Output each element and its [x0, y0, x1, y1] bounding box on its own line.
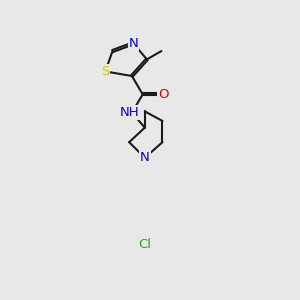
Text: S: S [101, 65, 110, 78]
Text: Cl: Cl [138, 238, 151, 250]
Text: N: N [140, 151, 150, 164]
Text: N: N [128, 37, 138, 50]
Text: O: O [158, 88, 168, 101]
Text: NH: NH [120, 106, 140, 119]
